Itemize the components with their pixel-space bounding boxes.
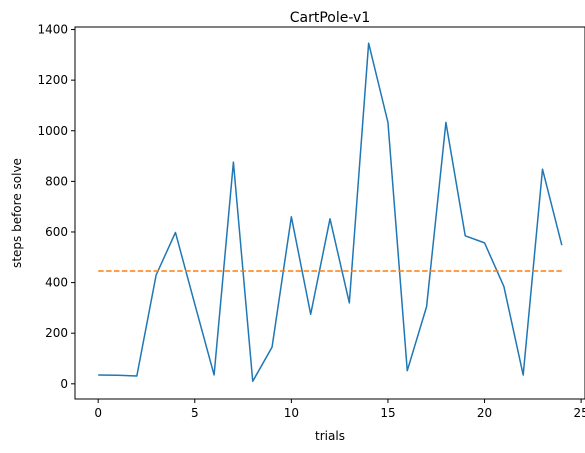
plot-area bbox=[98, 42, 563, 383]
y-tick-label: 1000 bbox=[37, 124, 68, 138]
series-line-1 bbox=[98, 42, 563, 383]
x-axis-label: trials bbox=[315, 429, 345, 443]
x-tick-label: 20 bbox=[477, 406, 492, 420]
x-tick-label: 0 bbox=[94, 406, 102, 420]
y-axis-label: steps before solve bbox=[10, 158, 24, 268]
x-axis: 0 5 10 15 20 25 bbox=[94, 399, 585, 420]
x-tick-label: 5 bbox=[191, 406, 199, 420]
x-tick-label: 25 bbox=[573, 406, 585, 420]
y-tick-label: 1200 bbox=[37, 73, 68, 87]
chart-title: CartPole-v1 bbox=[290, 10, 370, 26]
axes-frame bbox=[74, 26, 585, 400]
x-tick-label: 10 bbox=[284, 406, 299, 420]
y-tick-label: 1400 bbox=[37, 23, 68, 37]
y-tick-label: 800 bbox=[45, 174, 68, 188]
y-tick-label: 400 bbox=[45, 276, 68, 290]
x-tick-label: 15 bbox=[380, 406, 395, 420]
y-tick-label: 200 bbox=[45, 326, 68, 340]
y-tick-label: 0 bbox=[60, 377, 68, 391]
y-tick-label: 600 bbox=[45, 225, 68, 239]
y-axis: 0 200 400 600 800 1000 1200 1400 bbox=[37, 23, 75, 391]
